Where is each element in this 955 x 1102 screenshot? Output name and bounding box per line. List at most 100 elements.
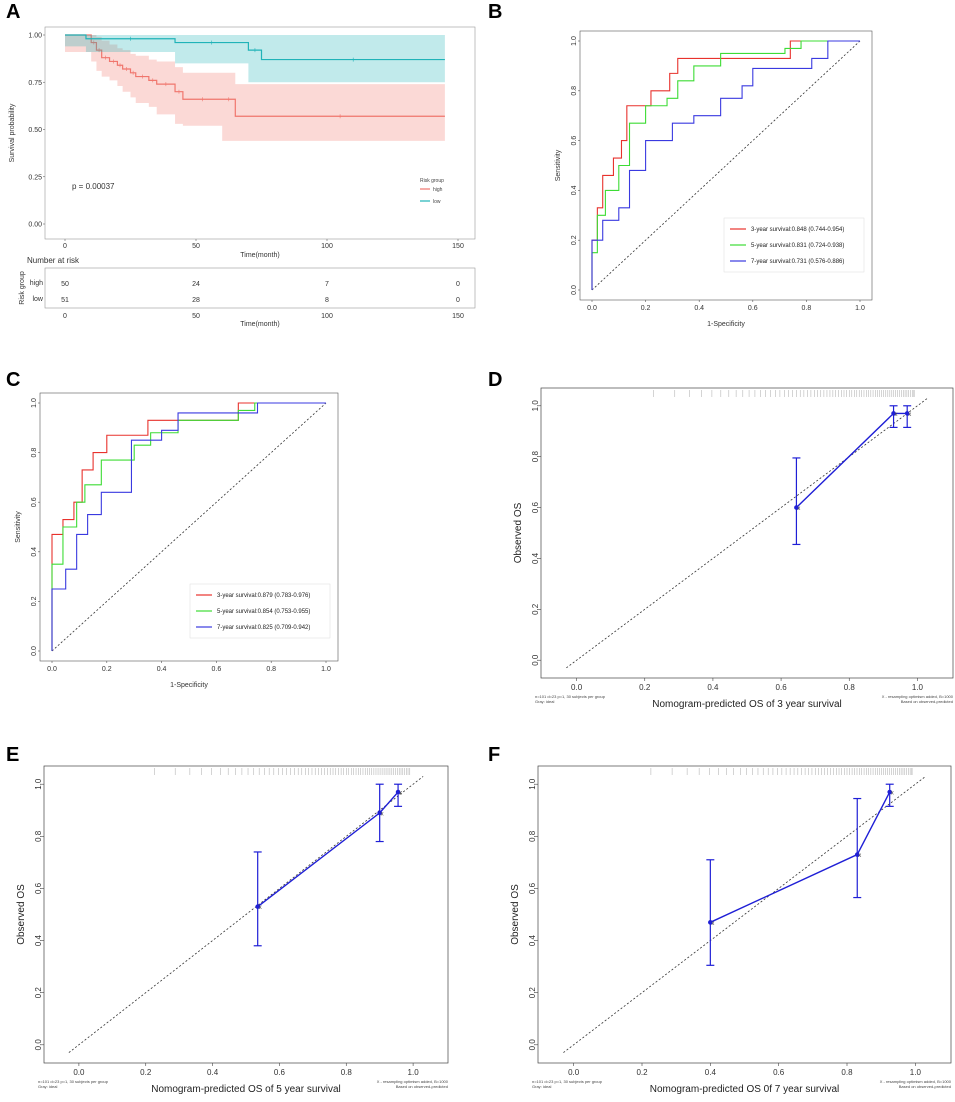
x-tick-label: 0.4 [707,683,719,692]
optimism-marker: x [908,412,911,418]
y-tick-label: 0.25 [28,174,42,181]
footnote-right: X - resampling optimism added, B=1000 [882,694,954,699]
risk-row-label-low: low [32,296,43,303]
y-axis-label: Sensitivity [555,149,562,181]
legend-label: 5-year survival:0.831 (0.724-0.938) [751,243,844,249]
plot-frame [43,765,449,1064]
risk-table-y-label: Risk group [19,271,26,305]
legend-box [189,583,331,639]
risk-count: 8 [325,297,329,304]
ci-band-high [65,35,445,141]
x-tick-label: 0 [63,243,67,250]
legend-label: 5-year survival:0.854 (0.753-0.955) [217,609,310,615]
risk-x-tick-label: 100 [321,313,333,320]
y-tick-label: 0.0 [571,285,578,295]
footnote-left: Gray: ideal [535,699,554,704]
risk-count: 0 [456,297,460,304]
plot-frame [540,387,954,679]
plot-frame [537,765,952,1064]
roc-curve-2 [591,40,860,290]
footnote-right: Based on observed-predicted [899,1084,951,1089]
x-tick-label: 0.8 [341,1068,353,1077]
x-tick-label: 50 [192,243,200,250]
calibration-point [377,810,382,816]
footnote-left: n=101 d=23 p=1, 30 subjects per group [38,1079,109,1084]
y-tick-label: 1.00 [28,33,42,40]
y-tick-label: 0.0 [528,1039,537,1051]
optimism-marker: x [399,791,402,797]
plot-frame [39,392,339,662]
x-tick-label: 0.8 [841,1068,853,1077]
y-tick-label: 0.4 [528,934,537,946]
y-tick-label: 0.8 [531,451,540,463]
y-tick-label: 1.0 [528,778,537,790]
panel-letter-e: E [6,744,19,766]
y-tick-label: 0.2 [531,603,540,615]
risk-x-tick-label: 50 [192,313,200,320]
panel-letter-d: D [488,369,502,391]
y-tick-label: 0.8 [571,86,578,96]
x-axis-label: 1-Specificity [707,321,745,328]
panel-letter-c: C [6,369,20,391]
y-axis-label: Observed OS [510,884,521,945]
y-tick-label: 0.8 [528,830,537,842]
roc-curve-1 [591,40,860,290]
y-tick-label: 0.00 [28,222,42,229]
x-tick-label: 0.0 [73,1068,85,1077]
x-axis-label: Nomogram-predicted OS of 5 year survival [151,1084,341,1095]
panel-letter-f: F [488,744,500,766]
x-tick-label: 0.0 [587,305,597,312]
km-curve-high [65,34,445,117]
calibration-point [395,789,401,795]
roc-curve-2 [51,402,326,651]
optimism-marker: x [797,506,800,512]
x-tick-label: 0.6 [773,1068,785,1077]
risk-count: 7 [325,281,329,288]
ideal-line [68,776,424,1053]
risk-x-tick-label: 0 [63,313,67,320]
risk-count: 50 [61,281,69,288]
risk-x-axis-label: Time(month) [240,321,279,328]
plot-frame [44,26,476,240]
y-tick-label: 0.2 [528,987,537,999]
footnote-left: Gray: ideal [532,1084,551,1089]
p-value: p = 0.00037 [72,182,115,191]
calibration-point [891,411,896,416]
y-tick-label: 0.6 [31,497,38,507]
y-tick-label: 0.6 [531,501,540,513]
x-axis-label: 1-Specificity [170,682,208,689]
diagonal-reference [51,402,327,652]
y-tick-label: 0.6 [528,882,537,894]
x-tick-label: 0.2 [641,305,651,312]
legend-label: 3-year survival:0.879 (0.783-0.976) [217,593,310,599]
y-axis-label: Sensitivity [15,511,22,543]
risk-x-tick-label: 150 [452,313,464,320]
x-tick-label: 150 [452,243,464,250]
x-tick-label: 0.6 [776,683,788,692]
legend-box [723,217,865,273]
optimism-marker: x [259,905,262,911]
y-tick-label: 0.2 [34,987,43,999]
calibration-line [710,791,891,923]
x-axis-label: Nomogram-predicted OS of 3 year survival [652,699,842,710]
x-tick-label: 0.6 [748,305,758,312]
x-tick-label: 1.0 [910,1068,922,1077]
optimism-marker: x [858,853,861,859]
calibration-line [257,791,399,908]
risk-row-label-high: high [30,280,43,287]
calibration-point [904,411,910,416]
x-tick-label: 0.8 [802,305,812,312]
legend-label-low: low [433,199,441,205]
footnote-left: n=101 d=23 p=1, 30 subjects per group [535,694,606,699]
y-tick-label: 0.6 [571,136,578,146]
calibration-point [794,505,799,510]
x-tick-label: 0.4 [157,666,167,673]
calibration-point [708,920,713,925]
footnote-right: X - resampling optimism added, B=1000 [377,1079,449,1084]
diagonal-reference [591,40,861,291]
x-tick-label: 0.4 [705,1068,717,1077]
roc-curve-3 [591,40,860,290]
y-tick-label: 0.4 [531,552,540,564]
y-tick-label: 0.4 [31,547,38,557]
x-tick-label: 0.2 [639,683,651,692]
